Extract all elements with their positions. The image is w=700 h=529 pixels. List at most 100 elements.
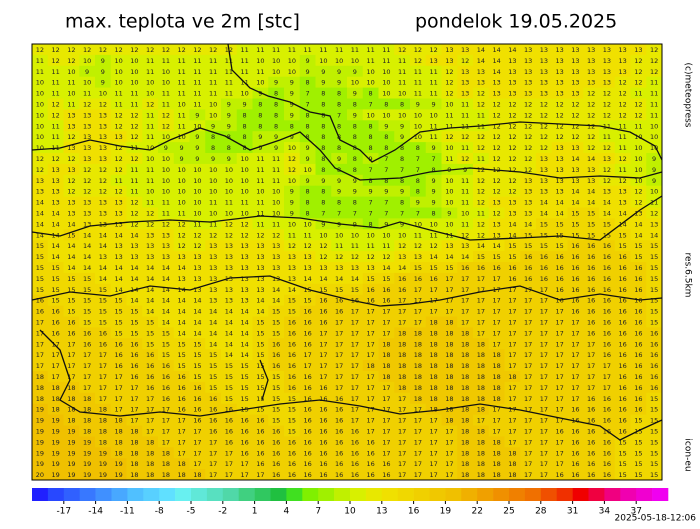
cell (142, 262, 159, 274)
cell-value: 13 (540, 79, 548, 87)
cell-value: 15 (288, 308, 296, 316)
cell (158, 142, 175, 154)
cell (536, 54, 553, 67)
cell-value: 12 (587, 133, 595, 141)
cell-value: 18 (445, 406, 453, 414)
cell-value: 14 (603, 199, 611, 207)
cell-value: 10 (382, 111, 390, 119)
cell-value: 17 (477, 275, 485, 283)
cell (268, 120, 285, 132)
cell (425, 142, 442, 154)
cell (362, 360, 379, 372)
cell (205, 207, 222, 219)
cell (126, 316, 143, 328)
cell (32, 98, 49, 110)
cell (614, 458, 631, 470)
cell (189, 87, 206, 99)
cell-value: 14 (540, 209, 548, 217)
cell-value: 13 (209, 253, 217, 261)
cell-value: 16 (603, 417, 611, 425)
cell (126, 174, 143, 187)
cell (173, 403, 190, 416)
cell-value: 7 (337, 111, 341, 119)
cell (488, 392, 505, 405)
cell (236, 316, 253, 328)
cell (173, 447, 190, 459)
cell-value: 8 (321, 111, 325, 119)
cell-value: 17 (571, 373, 579, 381)
cell-value: 14 (193, 329, 201, 337)
cell-value: 14 (303, 275, 311, 283)
cell (630, 185, 647, 198)
cell-value: 8 (369, 177, 373, 185)
cell-value: 18 (477, 373, 485, 381)
cell-value: 12 (508, 100, 516, 108)
cell-value: 12 (162, 111, 170, 119)
cell-value: 14 (571, 155, 579, 163)
cell (599, 436, 616, 448)
cell (205, 153, 222, 165)
cell-value: 15 (51, 264, 59, 272)
cell (110, 218, 127, 230)
cell (158, 44, 175, 56)
cell-value: 16 (603, 471, 611, 479)
cell-value: 8 (369, 133, 373, 141)
cell (504, 316, 521, 328)
cell-value: 9 (337, 79, 341, 87)
cell (630, 327, 647, 339)
cell-value: 18 (114, 427, 122, 435)
cell (362, 65, 379, 78)
cell-value: 12 (603, 111, 611, 119)
cell-value: 10 (335, 57, 343, 65)
cell-value: 17 (398, 438, 406, 446)
cell (630, 414, 647, 426)
cell (189, 414, 206, 426)
cell (284, 403, 301, 416)
cell (646, 338, 663, 350)
cell-value: 17 (555, 460, 563, 468)
cell (205, 360, 222, 372)
colorbar-tick-label: 37 (630, 507, 641, 517)
cell-value: 13 (540, 46, 548, 54)
cell-value: 11 (256, 209, 264, 217)
cell (268, 425, 285, 437)
cell (473, 229, 490, 241)
cell-value: 13 (445, 46, 453, 54)
cell (362, 174, 379, 187)
cell (173, 338, 190, 350)
cell-value: 13 (240, 297, 248, 305)
cell-value: 8 (227, 133, 231, 141)
cell (520, 185, 537, 198)
cell (252, 316, 269, 328)
cell-value: 10 (130, 68, 138, 76)
cell-value: 13 (130, 253, 138, 261)
cell-value: 11 (272, 155, 280, 163)
cell-value: 7 (369, 209, 373, 217)
cell-value: 16 (51, 318, 59, 326)
cell (173, 142, 190, 154)
cell-value: 16 (366, 449, 374, 457)
cell-value: 15 (67, 297, 75, 305)
cell (252, 360, 269, 372)
cell-value: 9 (180, 155, 184, 163)
cell-value: 12 (587, 122, 595, 130)
cell-value: 17 (335, 329, 343, 337)
cell-value: 14 (634, 220, 642, 228)
cell (236, 196, 253, 208)
cell (362, 87, 379, 99)
cell (551, 218, 568, 230)
cell (205, 196, 222, 208)
cell (284, 381, 301, 394)
cell-value: 16 (288, 384, 296, 392)
cell-value: 12 (351, 253, 359, 261)
cell-value: 19 (99, 460, 107, 468)
cell (299, 316, 316, 328)
cell (583, 109, 600, 121)
cell (630, 262, 647, 274)
cell (189, 436, 206, 448)
cell-value: 17 (508, 308, 516, 316)
cell-value: 11 (256, 68, 264, 76)
cell-value: 17 (414, 286, 422, 294)
cell-value: 12 (288, 155, 296, 163)
cell-value: 11 (650, 79, 658, 87)
